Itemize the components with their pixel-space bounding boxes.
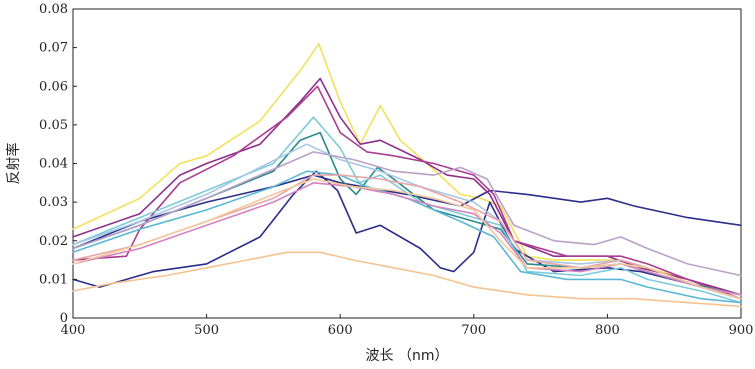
series-line-5	[72, 85, 742, 300]
series-line-14	[72, 251, 742, 308]
y-tick-label: 0.08	[39, 2, 68, 17]
x-axis: 400 500 600 700 800 900	[61, 314, 754, 338]
x-tick-label: 900	[729, 323, 754, 338]
y-tick-label: 0.01	[39, 272, 68, 287]
series-line-8	[72, 170, 742, 304]
y-tick-label: 0	[60, 311, 68, 326]
x-tick-label: 800	[595, 323, 620, 338]
x-tick-label: 400	[61, 323, 86, 338]
y-tick-label: 0.05	[39, 118, 68, 133]
y-tick-label: 0.03	[39, 195, 68, 210]
series-line-11	[72, 174, 742, 296]
series-line-12	[72, 182, 742, 296]
x-tick-label: 700	[461, 323, 486, 338]
series-layer	[72, 42, 742, 308]
series-line-13	[72, 178, 742, 300]
x-tick-label: 500	[194, 323, 219, 338]
series-line-10	[72, 151, 742, 277]
y-tick-label: 0.02	[39, 234, 68, 249]
x-tick-label: 600	[328, 323, 353, 338]
x-axis-title: 波长 （nm）	[366, 348, 449, 364]
plot-area	[72, 8, 742, 319]
y-axis-title: 反射率	[5, 143, 22, 185]
y-axis: 0 0.01 0.02 0.03 0.04 0.05 0.06 0.07 0.08	[39, 2, 77, 326]
y-tick-label: 0.04	[39, 157, 68, 172]
series-line-1	[72, 42, 742, 296]
y-tick-label: 0.06	[39, 79, 68, 94]
y-tick-label: 0.07	[39, 41, 68, 56]
series-line-3	[72, 170, 742, 300]
